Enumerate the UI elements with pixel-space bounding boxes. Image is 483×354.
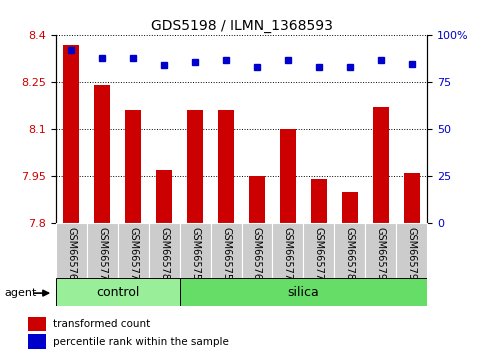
- Bar: [404, 173, 420, 223]
- Bar: [86, 223, 117, 278]
- Bar: [272, 223, 303, 278]
- Bar: [180, 223, 211, 278]
- Text: percentile rank within the sample: percentile rank within the sample: [53, 337, 228, 347]
- Bar: [311, 179, 327, 223]
- Bar: [397, 223, 427, 278]
- Text: GSM665754: GSM665754: [221, 227, 231, 287]
- Text: GSM665788: GSM665788: [159, 227, 169, 286]
- Text: agent: agent: [5, 288, 37, 298]
- Bar: [156, 170, 172, 223]
- Bar: [334, 223, 366, 278]
- Text: GSM665774: GSM665774: [128, 227, 138, 287]
- Bar: [125, 110, 141, 223]
- Text: GSM665750: GSM665750: [190, 227, 200, 287]
- Text: GSM665792: GSM665792: [376, 227, 386, 287]
- Text: control: control: [96, 286, 139, 298]
- Bar: [149, 223, 180, 278]
- Bar: [56, 278, 180, 306]
- Bar: [117, 223, 149, 278]
- Bar: [180, 278, 427, 306]
- Bar: [303, 223, 334, 278]
- Bar: [249, 176, 265, 223]
- Bar: [342, 192, 358, 223]
- Text: transformed count: transformed count: [53, 319, 150, 329]
- Text: GSM665785: GSM665785: [345, 227, 355, 287]
- Bar: [366, 223, 397, 278]
- Text: GSM665775: GSM665775: [314, 227, 324, 287]
- Bar: [28, 335, 46, 349]
- Bar: [28, 317, 46, 331]
- Bar: [63, 45, 79, 223]
- Bar: [187, 110, 203, 223]
- Bar: [94, 85, 110, 223]
- Bar: [280, 129, 296, 223]
- Bar: [218, 110, 234, 223]
- Text: silica: silica: [287, 286, 319, 298]
- Text: GSM665770: GSM665770: [283, 227, 293, 287]
- Bar: [373, 107, 389, 223]
- Title: GDS5198 / ILMN_1368593: GDS5198 / ILMN_1368593: [151, 19, 332, 33]
- Text: GSM665771: GSM665771: [97, 227, 107, 287]
- Bar: [56, 223, 86, 278]
- Bar: [211, 223, 242, 278]
- Text: GSM665769: GSM665769: [252, 227, 262, 286]
- Bar: [242, 223, 272, 278]
- Text: GSM665793: GSM665793: [407, 227, 417, 286]
- Text: GSM665761: GSM665761: [66, 227, 76, 286]
